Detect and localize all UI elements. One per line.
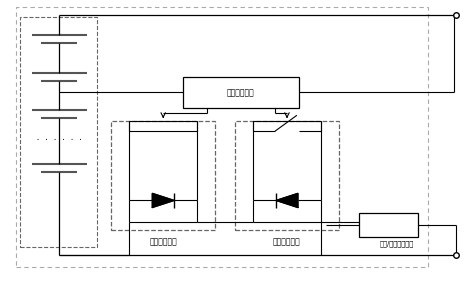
Bar xyxy=(359,213,418,237)
Text: . . . . . .: . . . . . . xyxy=(36,135,82,141)
Bar xyxy=(235,121,339,230)
Text: 充电控制模块: 充电控制模块 xyxy=(273,238,301,247)
Bar xyxy=(16,7,428,267)
Text: 模组控制模块: 模组控制模块 xyxy=(227,88,255,97)
Bar xyxy=(183,77,300,108)
Text: 放电控制模块: 放电控制模块 xyxy=(149,238,177,247)
Polygon shape xyxy=(276,193,298,208)
Bar xyxy=(111,121,215,230)
Bar xyxy=(20,17,97,247)
Polygon shape xyxy=(152,193,174,208)
Text: 电流/电压检测模块: 电流/电压检测模块 xyxy=(379,240,414,247)
